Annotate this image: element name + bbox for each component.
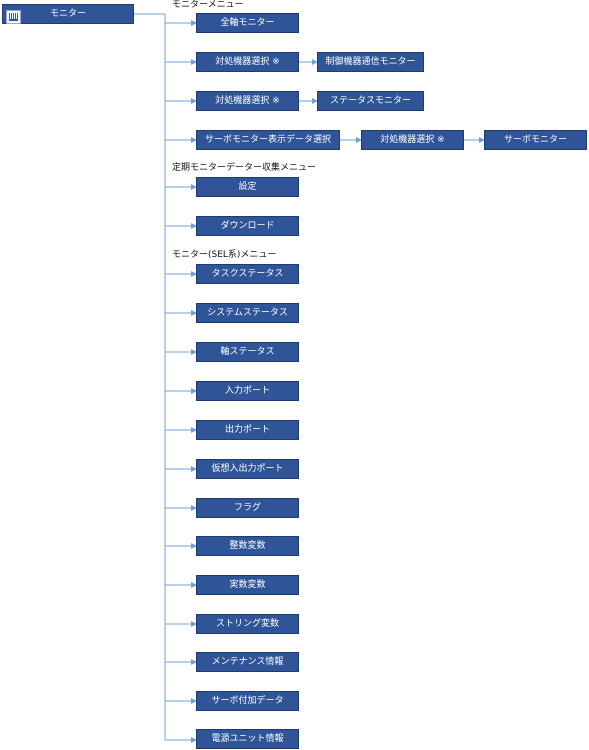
node-string-variable[interactable]: ストリング変数 bbox=[196, 614, 299, 634]
node-axis-status[interactable]: 軸ステータス bbox=[196, 342, 299, 362]
node-servo-monitor[interactable]: サーボモニター bbox=[484, 130, 587, 150]
node-control-comm-monitor[interactable]: 制御機器通信モニター bbox=[317, 52, 424, 72]
node-system-status[interactable]: システムステータス bbox=[196, 303, 299, 323]
node-servo-data-select[interactable]: サーボモニター表示データ選択 bbox=[196, 130, 340, 150]
node-all-axis-monitor[interactable]: 全軸モニター bbox=[196, 13, 299, 33]
root-monitor-label: モニター bbox=[49, 8, 86, 19]
node-power-unit-info[interactable]: 電源ユニット情報 bbox=[196, 729, 299, 749]
heading-periodic-menu: 定期モニターデーター収集メニュー bbox=[172, 163, 317, 173]
node-target-select-2[interactable]: 対処機器選択 ※ bbox=[196, 91, 299, 111]
root-monitor-node[interactable]: モニター bbox=[2, 4, 134, 24]
node-maintenance-info[interactable]: メンテナンス情報 bbox=[196, 652, 299, 672]
node-target-select-3[interactable]: 対処機器選択 ※ bbox=[361, 130, 464, 150]
node-target-select-1[interactable]: 対処機器選択 ※ bbox=[196, 52, 299, 72]
panel-icon bbox=[6, 10, 21, 24]
node-input-port[interactable]: 入力ポート bbox=[196, 381, 299, 401]
node-integer-variable[interactable]: 整数変数 bbox=[196, 536, 299, 556]
node-flag[interactable]: フラグ bbox=[196, 498, 299, 518]
node-output-port[interactable]: 出力ポート bbox=[196, 420, 299, 440]
node-virtual-io-port[interactable]: 仮想入出力ポート bbox=[196, 459, 299, 479]
node-task-status[interactable]: タスクステータス bbox=[196, 264, 299, 284]
node-real-variable[interactable]: 実数変数 bbox=[196, 575, 299, 595]
node-status-monitor[interactable]: ステータスモニター bbox=[317, 91, 424, 111]
node-servo-additional-data[interactable]: サーボ付加データ bbox=[196, 691, 299, 711]
node-download[interactable]: ダウンロード bbox=[196, 216, 299, 236]
heading-sel-menu: モニター(SEL系)メニュー bbox=[172, 250, 277, 260]
heading-monitor-menu: モニターメニュー bbox=[172, 0, 244, 10]
node-settings[interactable]: 設定 bbox=[196, 177, 299, 197]
